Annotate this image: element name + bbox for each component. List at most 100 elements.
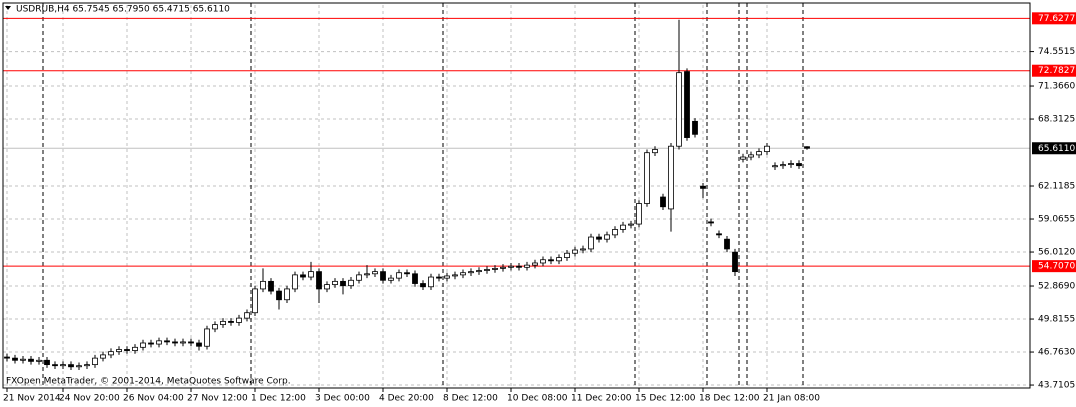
candle-body <box>444 275 450 279</box>
level-tag <box>1032 64 1076 77</box>
candle-body <box>476 270 482 273</box>
candle-body <box>628 223 634 226</box>
candle-body <box>468 271 474 274</box>
candle-body <box>380 271 386 281</box>
y-tick-label: 49.8155 <box>1038 315 1075 325</box>
candle-body <box>356 274 362 281</box>
candle-body <box>252 288 258 314</box>
candle-body <box>76 365 82 368</box>
candle-body <box>508 265 514 268</box>
candle-body <box>148 342 154 345</box>
candle-body <box>124 349 130 351</box>
candle-body <box>708 221 714 224</box>
x-tick-label: 21 Nov 2014 <box>3 394 61 404</box>
candle-body <box>700 185 706 189</box>
x-tick-label: 15 Dec 12:00 <box>635 394 696 404</box>
candle-body <box>732 251 738 273</box>
candle-body <box>524 264 530 268</box>
candle-body <box>684 71 690 138</box>
candle-body <box>388 277 394 281</box>
candle-body <box>28 358 34 362</box>
level-label: 72.7827 <box>1038 66 1075 76</box>
x-tick-label: 26 Nov 04:00 <box>123 394 184 404</box>
candle-body <box>796 163 802 167</box>
candle-body <box>164 340 170 343</box>
candle-body <box>84 364 90 367</box>
candle-body <box>300 274 306 278</box>
y-tick-label: 74.5515 <box>1038 47 1075 57</box>
level-label: 54.7070 <box>1038 262 1075 272</box>
candle-body <box>412 273 418 284</box>
candle-body <box>612 229 618 236</box>
x-tick-label: 10 Dec 08:00 <box>507 394 568 404</box>
candle-body <box>588 236 594 250</box>
candle-body <box>564 252 570 258</box>
price-tag <box>1032 142 1076 155</box>
candle-body <box>620 224 626 230</box>
candle-body <box>556 257 562 262</box>
y-tick-label: 52.8690 <box>1038 282 1075 292</box>
candle-body <box>196 342 202 347</box>
candle-body <box>668 145 674 210</box>
candle-body <box>92 357 98 366</box>
candle-body <box>188 341 194 344</box>
x-tick-label: 27 Nov 12:00 <box>187 394 248 404</box>
candle-body <box>500 266 506 269</box>
candle-body <box>108 351 114 356</box>
candle-body <box>172 341 178 344</box>
candle-body <box>20 358 26 361</box>
x-tick-label: 24 Nov 20:00 <box>59 394 120 404</box>
candle-body <box>132 346 138 351</box>
candle-body <box>340 280 346 287</box>
candle-body <box>140 342 146 348</box>
candle-body <box>652 149 658 154</box>
y-tick-label: 68.3125 <box>1038 115 1075 125</box>
plot-frame <box>2 2 1031 389</box>
candle-body <box>268 280 274 292</box>
candle-body <box>756 151 762 156</box>
candle-body <box>580 248 586 251</box>
candle-body <box>604 234 610 240</box>
candle-body <box>572 249 578 254</box>
candle-body <box>788 163 794 165</box>
candle-body <box>436 276 442 279</box>
y-tick-label: 43.7105 <box>1038 381 1075 391</box>
candle-body <box>428 276 434 288</box>
candle-body <box>228 320 234 323</box>
price-label: 65.6110 <box>1038 144 1075 154</box>
level-label: 77.6277 <box>1038 14 1075 24</box>
candle-body <box>460 272 466 276</box>
candle-body <box>68 364 74 368</box>
candle-body <box>100 354 106 359</box>
candle-body <box>772 165 778 168</box>
candle-body <box>52 364 58 367</box>
candle-body <box>236 317 242 323</box>
candle-body <box>12 357 18 361</box>
candle-body <box>156 340 162 345</box>
candle-body <box>44 359 50 366</box>
candle-body <box>724 238 730 250</box>
x-tick-label: 11 Dec 20:00 <box>571 394 632 404</box>
menu-arrow[interactable] <box>5 6 11 10</box>
candle-body <box>276 290 282 301</box>
candle-body <box>116 349 122 353</box>
candle-body <box>636 203 642 225</box>
candle-body <box>4 356 10 359</box>
candle-body <box>348 279 354 287</box>
candle-body <box>644 152 650 204</box>
x-tick-label: 18 Dec 12:00 <box>699 394 760 404</box>
candle-body <box>324 284 330 290</box>
candle-body <box>548 259 554 262</box>
candle-body <box>676 72 682 147</box>
candle-body <box>748 154 754 158</box>
candle-body <box>804 146 810 149</box>
x-tick-label: 8 Dec 12:00 <box>443 394 498 404</box>
candle-body <box>260 280 266 290</box>
candle-body <box>364 273 370 276</box>
candle-body <box>692 120 698 135</box>
candle-body <box>308 271 314 278</box>
candle-body <box>740 156 746 160</box>
y-tick-label: 56.0120 <box>1038 248 1075 258</box>
